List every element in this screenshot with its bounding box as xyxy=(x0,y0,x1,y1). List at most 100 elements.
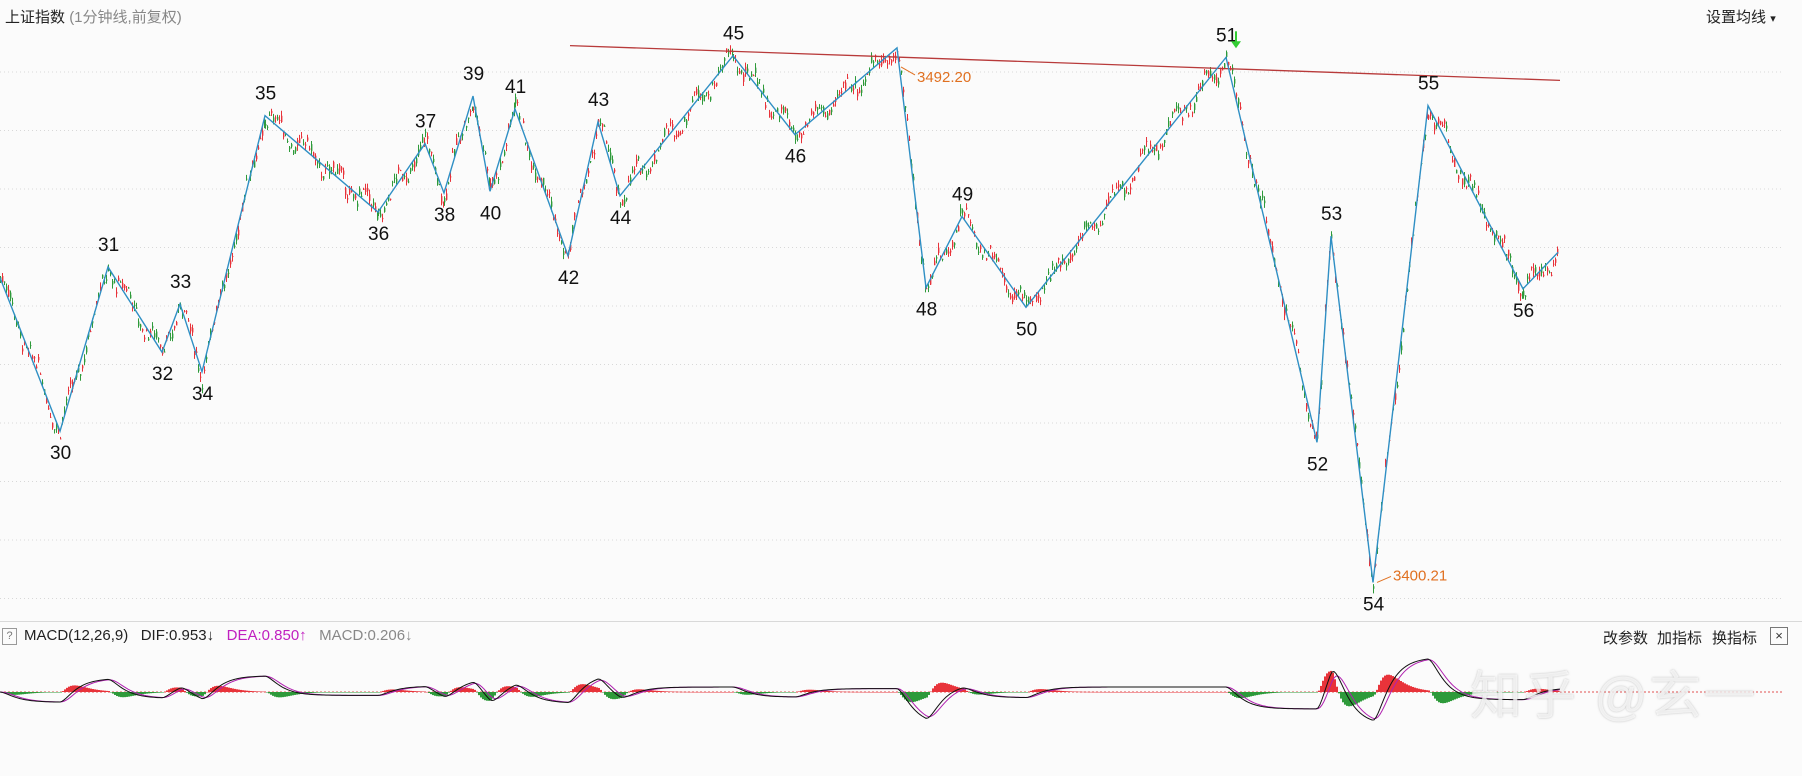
set-ma-button[interactable]: 设置均线 ▾ xyxy=(1706,6,1776,27)
macd-histogram-bar xyxy=(148,692,150,694)
macd-histogram-bar xyxy=(806,689,808,692)
macd-histogram-bar xyxy=(1296,692,1298,693)
candle-body xyxy=(287,140,289,142)
macd-histogram-bar xyxy=(1256,692,1258,696)
edit-params-button[interactable]: 改参数 xyxy=(1603,630,1649,647)
macd-histogram-bar xyxy=(896,691,898,693)
candle-body xyxy=(1036,295,1038,301)
macd-histogram-bar xyxy=(638,689,640,692)
candle-body xyxy=(688,113,690,116)
candle-body xyxy=(454,149,456,155)
wave-label-48: 48 xyxy=(916,300,937,321)
add-indicator-button[interactable]: 加指标 xyxy=(1657,630,1703,647)
candle-body xyxy=(1012,296,1014,302)
macd-histogram-bar xyxy=(1252,692,1254,696)
candle-body xyxy=(50,416,52,418)
macd-histogram-bar xyxy=(664,691,666,692)
candle-body xyxy=(1470,175,1472,177)
macd-histogram-bar xyxy=(592,686,594,692)
candle-body xyxy=(496,173,498,175)
macd-histogram-bar xyxy=(604,692,606,695)
candle-body xyxy=(466,126,468,128)
candle-body xyxy=(126,288,128,292)
candle-body xyxy=(412,164,414,168)
macd-histogram-bar xyxy=(862,691,864,693)
candle-body xyxy=(394,177,396,179)
macd-histogram-bar xyxy=(812,689,814,692)
candle-body xyxy=(1256,181,1258,183)
candle-body xyxy=(533,164,535,168)
candle-body xyxy=(1234,79,1236,84)
candle-body xyxy=(343,170,345,175)
macd-histogram-bar xyxy=(496,692,498,693)
macd-histogram-bar xyxy=(530,692,532,697)
macd-histogram-bar xyxy=(1066,691,1068,692)
macd-histogram-bar xyxy=(970,692,972,694)
wave-label-38: 38 xyxy=(434,205,455,226)
candle-body xyxy=(1395,393,1397,400)
macd-histogram-bar xyxy=(232,688,234,692)
price-chart[interactable]: 30 31 32 33 34 35 36 37 38 39 40 41 42 43 44 45 46 48 49 50… xyxy=(0,0,1802,621)
candle-body xyxy=(636,159,638,164)
candle-body xyxy=(1148,150,1150,154)
macd-histogram-bar xyxy=(782,692,784,693)
macd-histogram-bar xyxy=(236,689,238,692)
candle-body xyxy=(355,195,357,199)
candle-body xyxy=(1042,287,1044,289)
macd-histogram-bar xyxy=(936,684,938,692)
candle-body xyxy=(737,71,739,73)
candle-body xyxy=(795,134,797,140)
macd-histogram-bar xyxy=(296,692,298,695)
macd-histogram-bar xyxy=(484,692,486,701)
candle-body xyxy=(70,380,72,384)
candle-body xyxy=(1086,222,1088,227)
candle-body xyxy=(396,178,398,183)
switch-indicator-button[interactable]: 换指标 xyxy=(1712,630,1758,647)
macd-histogram-bar xyxy=(1334,679,1336,692)
macd-histogram-bar xyxy=(916,692,918,702)
macd-histogram-bar xyxy=(188,692,190,695)
candle-body xyxy=(1152,150,1154,152)
macd-histogram-bar xyxy=(726,691,728,693)
candle-body xyxy=(696,88,698,95)
macd-histogram-bar xyxy=(920,692,922,700)
candle-body xyxy=(580,188,582,192)
macd-histogram-bar xyxy=(1022,692,1024,693)
macd-histogram-bar xyxy=(266,692,268,693)
macd-histogram-bar xyxy=(1408,685,1410,692)
help-icon[interactable]: ? xyxy=(2,628,17,645)
close-icon[interactable]: × xyxy=(1770,627,1788,645)
candle-body xyxy=(946,249,948,254)
candle-body xyxy=(865,79,867,82)
macd-histogram-bar xyxy=(1366,692,1368,699)
macd-histogram-bar xyxy=(506,686,508,692)
candle-body xyxy=(1494,235,1496,242)
macd-histogram-bar xyxy=(1506,692,1508,693)
macd-histogram-bar xyxy=(1150,691,1152,693)
macd-histogram-bar xyxy=(1098,691,1100,693)
candle-body xyxy=(819,107,821,109)
macd-histogram-bar xyxy=(1528,690,1530,692)
macd-histogram-bar xyxy=(246,690,248,692)
candle-body xyxy=(1210,70,1212,78)
macd-histogram-bar xyxy=(400,689,402,692)
macd-histogram-bar xyxy=(1534,688,1536,692)
macd-histogram-bar xyxy=(314,692,316,693)
candle-body xyxy=(319,162,321,166)
macd-histogram-bar xyxy=(654,690,656,692)
candle-body xyxy=(1088,224,1090,226)
candle-body xyxy=(92,321,94,324)
macd-histogram-bar xyxy=(994,692,996,694)
candle-body xyxy=(694,91,696,93)
candle-body xyxy=(984,249,986,251)
macd-histogram-bar xyxy=(1488,692,1490,693)
macd-histogram-bar xyxy=(52,692,54,693)
macd-histogram-bar xyxy=(540,692,542,696)
candle-body xyxy=(1024,292,1026,296)
macd-histogram-bar xyxy=(1490,692,1492,693)
macd-histogram-bar xyxy=(204,692,206,695)
candle-body xyxy=(1138,166,1140,172)
candle-body xyxy=(801,134,803,139)
candle-body xyxy=(1436,125,1438,127)
candle-body xyxy=(594,153,596,155)
